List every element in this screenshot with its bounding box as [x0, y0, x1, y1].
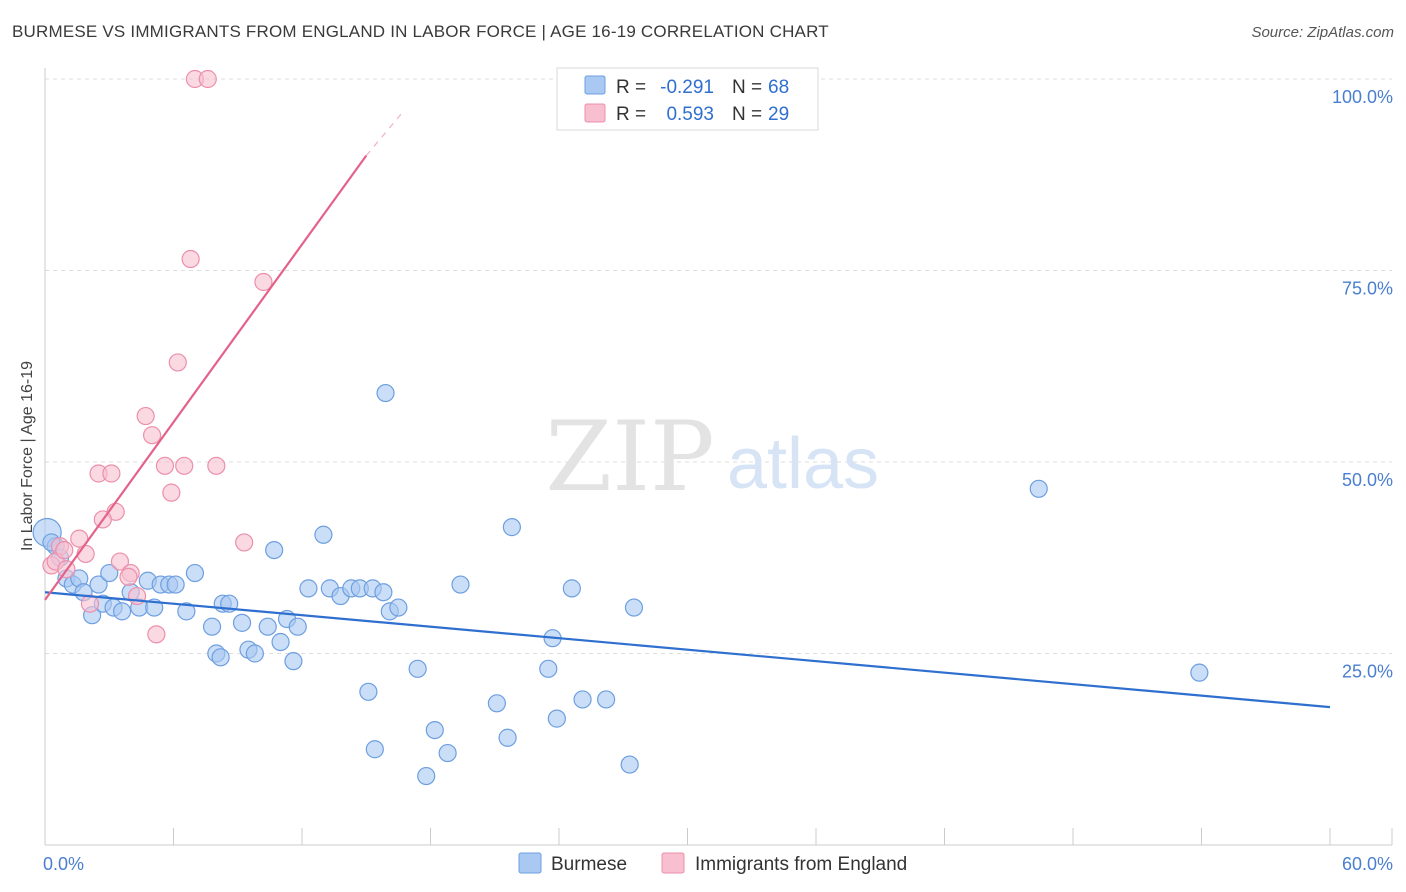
england-point	[55, 540, 74, 560]
y-axis-label: In Labor Force | Age 16-19	[19, 361, 36, 551]
burmese-point	[211, 648, 230, 667]
burmese-point	[245, 644, 264, 663]
x-tick-label: 0.0%	[43, 854, 84, 874]
burmese-point	[1190, 663, 1209, 682]
source-label: Source: ZipAtlas.com	[1251, 24, 1394, 41]
burmese-point	[573, 690, 592, 709]
legend-england-label: Immigrants from England	[695, 854, 907, 875]
england-point	[147, 625, 166, 644]
burmese-point	[502, 518, 521, 537]
burmese-point	[562, 579, 581, 598]
burmese-point	[451, 575, 470, 594]
legend-england-swatch	[661, 852, 685, 874]
axes	[44, 68, 1393, 846]
y-tick-label: 25.0%	[1342, 662, 1393, 682]
england-point	[142, 426, 162, 445]
england-point	[168, 353, 187, 372]
burmese-point	[232, 613, 252, 632]
burmese-point	[100, 563, 119, 583]
y-tick-label: 50.0%	[1342, 470, 1393, 490]
england-point	[136, 406, 155, 426]
burmese-point	[417, 766, 436, 786]
legend-burmese-label: Burmese	[551, 854, 627, 875]
england-point	[162, 483, 181, 502]
england-point	[155, 456, 175, 475]
burmese-point	[539, 659, 558, 678]
burmese-point	[166, 575, 185, 594]
burmese-point	[314, 525, 333, 544]
england-point	[181, 249, 200, 269]
england-point	[119, 567, 138, 587]
y-tick-label: 100.0%	[1332, 87, 1393, 107]
burmese-point	[487, 694, 506, 713]
england-point	[102, 464, 121, 483]
burmese-point	[299, 579, 318, 598]
y-tick-labels: 25.0% 50.0% 75.0% 100.0%	[1332, 87, 1393, 682]
burmese-n-value: 68	[768, 77, 789, 98]
burmese-point	[89, 575, 108, 594]
england-point	[198, 69, 217, 89]
england-n-value: 29	[768, 104, 789, 125]
burmese-point	[365, 740, 384, 759]
burmese-r-label: R =	[616, 77, 646, 98]
burmese-point	[359, 682, 378, 701]
y-tick-label: 75.0%	[1342, 279, 1393, 299]
burmese-point	[202, 617, 222, 636]
stats-legend: R = -0.291 N = 68 R = 0.593 N = 29	[556, 67, 819, 131]
watermark-atlas: atlas	[727, 424, 879, 504]
burmese-point	[389, 598, 408, 617]
burmese-point	[438, 743, 457, 763]
x-tick-label: 60.0%	[1342, 854, 1393, 874]
legend-burmese-swatch	[518, 852, 542, 874]
england-swatch	[584, 103, 606, 123]
burmese-point	[408, 659, 427, 678]
england-trend-extension	[365, 109, 406, 156]
burmese-n-label: N =	[732, 77, 762, 98]
trend-lines	[44, 109, 1331, 709]
burmese-point	[620, 755, 639, 774]
gridlines	[45, 78, 1392, 654]
england-point	[76, 544, 95, 564]
england-point	[254, 272, 273, 292]
burmese-point	[177, 602, 196, 621]
burmese-point	[185, 563, 205, 583]
burmese-point	[597, 690, 616, 709]
burmese-trend-line	[44, 591, 1331, 709]
watermark: ZIP atlas	[545, 401, 879, 513]
burmese-point	[498, 728, 517, 747]
burmese-point	[547, 709, 566, 728]
burmese-point	[271, 632, 290, 652]
burmese-point	[112, 602, 132, 621]
chart-title: BURMESE VS IMMIGRANTS FROM ENGLAND IN LA…	[12, 22, 829, 41]
england-point	[175, 456, 194, 475]
burmese-point	[258, 617, 277, 636]
england-point	[110, 552, 130, 571]
england-trend-line	[44, 154, 368, 601]
burmese-point	[624, 598, 644, 617]
burmese-point	[374, 583, 393, 602]
england-point	[70, 529, 89, 548]
series-legend: Burmese Immigrants from England	[518, 852, 907, 875]
england-r-value: 0.593	[666, 104, 714, 125]
england-n-label: N =	[732, 104, 762, 125]
burmese-r-value: -0.291	[660, 77, 714, 98]
watermark-zip: ZIP	[545, 401, 714, 513]
burmese-swatch	[584, 75, 606, 95]
burmese-point	[288, 617, 307, 636]
burmese-point	[376, 383, 395, 403]
england-point	[207, 456, 226, 475]
england-r-label: R =	[616, 104, 646, 125]
burmese-point	[265, 540, 284, 560]
burmese-point	[1029, 479, 1048, 498]
x-tick-labels: 0.0% 60.0%	[43, 854, 1393, 874]
burmese-point	[425, 720, 444, 740]
england-point	[235, 533, 254, 552]
burmese-point	[284, 652, 303, 671]
